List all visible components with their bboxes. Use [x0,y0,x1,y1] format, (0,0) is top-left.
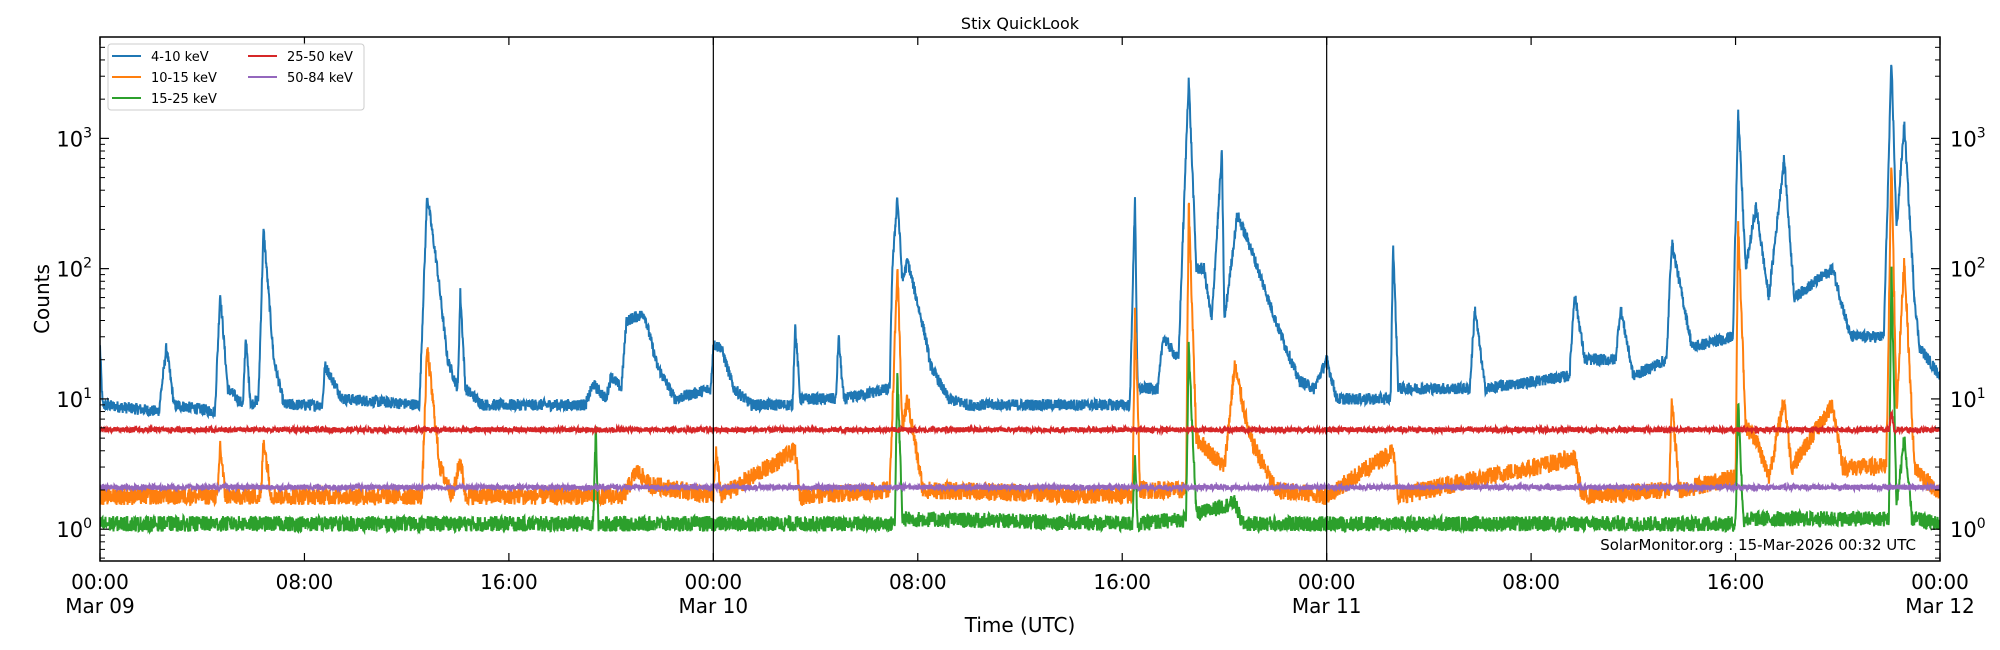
x-tick-label: 16:00 [480,570,538,594]
y-tick-label: 103 [56,125,92,151]
x-tick-label: 16:00 [1093,570,1151,594]
x-tick-label: 08:00 [276,570,334,594]
x-tick-label: 16:00 [1707,570,1765,594]
x-axis-label: Time (UTC) [964,613,1076,637]
series-line-4-10-kev [100,64,1940,420]
legend: 4-10 keV 10-15 keV 15-25 keV 25-50 keV 50-84… [107,43,365,111]
x-tick-label: 08:00 [1502,570,1560,594]
legend-label: 4-10 keV [151,50,209,65]
timestamp-annotation: SolarMonitor.org : 15-Mar-2026 00:32 UTC [1600,536,1916,554]
y-tick-label: 101 [56,386,92,412]
x-tick-date-label: Mar 12 [1905,594,1975,618]
legend-box [107,43,365,111]
y-tick-label: 102 [56,256,92,282]
plot-frame [99,36,1941,562]
x-tick-label: 00:00 [71,570,129,594]
series-line-50-84-kev [100,480,1940,494]
x-tick-label: 00:00 [1298,570,1356,594]
x-tick-label: 00:00 [685,570,743,594]
x-tick-date-label: Mar 09 [65,594,135,618]
legend-label: 50-84 keV [287,71,353,86]
series-line-15-25-kev [100,266,1940,536]
x-tick-label: 00:00 [1911,570,1969,594]
x-tick-date-label: Mar 10 [679,594,749,618]
chart-title: Stix QuickLook [961,14,1080,33]
y-tick-label-right: 100 [1950,516,1986,542]
y-tick-label-right: 101 [1950,386,1986,412]
legend-label: 10-15 keV [151,71,217,86]
y-tick-label-right: 103 [1950,125,1986,151]
legend-label: 15-25 keV [151,92,217,107]
series-layer [100,64,1940,536]
series-line-25-50-kev [100,408,1940,437]
series-line-10-15-kev [100,167,1940,508]
y-tick-label: 100 [56,516,92,542]
y-tick-label-right: 102 [1950,256,1986,282]
x-tick-label: 08:00 [889,570,947,594]
x-tick-date-label: Mar 11 [1292,594,1362,618]
legend-label: 25-50 keV [287,50,353,65]
y-axis-label: Counts [30,264,54,334]
